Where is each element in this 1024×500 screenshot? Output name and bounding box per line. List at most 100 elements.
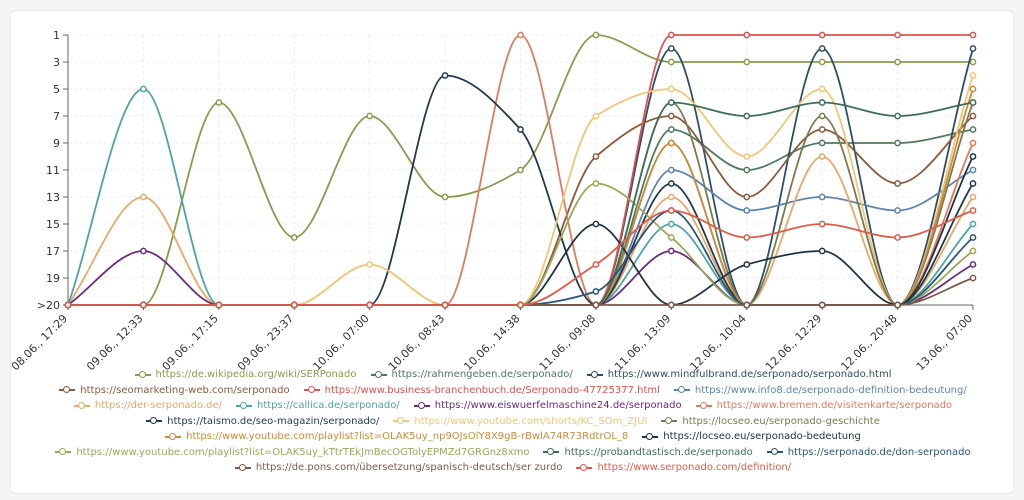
data-point[interactable] bbox=[969, 85, 977, 93]
data-point[interactable] bbox=[667, 207, 675, 214]
data-point[interactable] bbox=[969, 180, 977, 187]
data-point[interactable] bbox=[894, 139, 901, 147]
legend-item[interactable]: https://locseo.eu/serponado-geschichte bbox=[661, 414, 880, 430]
data-point[interactable] bbox=[818, 220, 826, 228]
data-point[interactable] bbox=[969, 166, 977, 174]
data-point[interactable] bbox=[290, 301, 298, 309]
data-point[interactable] bbox=[818, 99, 826, 106]
legend-item[interactable]: https://www.serponado.com/definition/ bbox=[576, 460, 791, 476]
legend-item[interactable]: https://www.youtube.com/playlist?list=OL… bbox=[55, 445, 529, 461]
data-point[interactable] bbox=[743, 112, 751, 120]
legend-item[interactable]: https://www.eiswuerfelmaschine24.de/serp… bbox=[413, 398, 682, 414]
data-point[interactable] bbox=[743, 234, 751, 241]
data-point[interactable] bbox=[517, 31, 524, 39]
data-point[interactable] bbox=[894, 180, 901, 187]
data-point[interactable] bbox=[743, 166, 751, 174]
data-point[interactable] bbox=[894, 301, 901, 309]
data-point[interactable] bbox=[667, 247, 675, 255]
data-point[interactable] bbox=[366, 301, 374, 309]
legend-item[interactable]: https://der-serponado.de/ bbox=[73, 398, 222, 414]
legend-item[interactable]: https://seomarketing-web.com/serponado bbox=[59, 383, 290, 399]
data-point[interactable] bbox=[818, 193, 826, 201]
data-point[interactable] bbox=[441, 193, 449, 201]
data-point[interactable] bbox=[743, 153, 751, 160]
data-point[interactable] bbox=[592, 261, 600, 268]
data-point[interactable] bbox=[290, 234, 298, 241]
legend-item[interactable]: https://www.info8.de/serponado-definitio… bbox=[673, 383, 967, 399]
legend-item[interactable]: https://taismo.de/seo-magazin/serponado/ bbox=[146, 414, 379, 430]
data-point[interactable] bbox=[592, 220, 600, 228]
data-point[interactable] bbox=[667, 112, 675, 120]
data-point[interactable] bbox=[969, 261, 977, 268]
data-point[interactable] bbox=[517, 166, 524, 174]
data-point[interactable] bbox=[969, 99, 977, 106]
legend-item[interactable]: https://www.business-branchenbuch.de/Ser… bbox=[303, 383, 660, 399]
data-point[interactable] bbox=[667, 234, 675, 241]
data-point[interactable] bbox=[743, 58, 751, 66]
data-point[interactable] bbox=[818, 126, 826, 133]
data-point[interactable] bbox=[667, 220, 675, 228]
data-point[interactable] bbox=[894, 234, 901, 241]
data-point[interactable] bbox=[743, 261, 751, 268]
data-point[interactable] bbox=[667, 301, 675, 309]
data-point[interactable] bbox=[743, 31, 751, 39]
data-point[interactable] bbox=[818, 31, 826, 39]
data-point[interactable] bbox=[592, 288, 600, 295]
data-point[interactable] bbox=[969, 153, 977, 160]
data-point[interactable] bbox=[818, 85, 826, 93]
data-point[interactable] bbox=[969, 72, 977, 79]
data-point[interactable] bbox=[818, 45, 826, 52]
data-point[interactable] bbox=[517, 301, 524, 309]
legend-item[interactable]: https://www.youtube.com/playlist?list=OL… bbox=[165, 429, 628, 445]
data-point[interactable] bbox=[969, 234, 977, 241]
data-point[interactable] bbox=[818, 139, 826, 147]
data-point[interactable] bbox=[667, 180, 675, 187]
data-point[interactable] bbox=[667, 85, 675, 93]
legend-item[interactable]: https://www.mindfulbrand.de/serponado/se… bbox=[586, 367, 891, 383]
legend-item[interactable]: https://de.pons.com/übersetzung/spanisch… bbox=[234, 460, 562, 476]
data-point[interactable] bbox=[969, 45, 977, 52]
data-point[interactable] bbox=[667, 139, 675, 147]
data-point[interactable] bbox=[215, 301, 223, 309]
data-point[interactable] bbox=[592, 112, 600, 120]
data-point[interactable] bbox=[818, 112, 826, 120]
data-point[interactable] bbox=[818, 247, 826, 255]
data-point[interactable] bbox=[592, 153, 600, 160]
data-point[interactable] bbox=[969, 112, 977, 120]
data-point[interactable] bbox=[969, 31, 977, 39]
data-point[interactable] bbox=[592, 301, 600, 309]
data-point[interactable] bbox=[667, 45, 675, 52]
data-point[interactable] bbox=[667, 126, 675, 133]
data-point[interactable] bbox=[592, 31, 600, 39]
data-point[interactable] bbox=[743, 193, 751, 201]
data-point[interactable] bbox=[592, 180, 600, 187]
data-point[interactable] bbox=[441, 301, 449, 309]
data-point[interactable] bbox=[366, 261, 374, 268]
data-point[interactable] bbox=[969, 274, 977, 282]
data-point[interactable] bbox=[140, 247, 147, 255]
data-point[interactable] bbox=[818, 153, 826, 160]
data-point[interactable] bbox=[818, 58, 826, 66]
legend-item[interactable]: https://www.bremen.de/visitenkarte/serpo… bbox=[695, 398, 952, 414]
data-point[interactable] bbox=[215, 99, 223, 106]
data-point[interactable] bbox=[667, 58, 675, 66]
data-point[interactable] bbox=[969, 247, 977, 255]
data-point[interactable] bbox=[441, 72, 449, 79]
data-point[interactable] bbox=[667, 99, 675, 106]
data-point[interactable] bbox=[517, 126, 524, 133]
legend-item[interactable]: https://callica.de/serponado/ bbox=[236, 398, 400, 414]
data-point[interactable] bbox=[743, 207, 751, 214]
data-point[interactable] bbox=[140, 193, 147, 201]
data-point[interactable] bbox=[743, 301, 751, 309]
legend-item[interactable]: https://rahmengeben.de/serponado/ bbox=[370, 367, 573, 383]
legend-item[interactable]: https://de.wikipedia.org/wiki/SERPonado bbox=[134, 367, 357, 383]
data-point[interactable] bbox=[64, 301, 72, 309]
legend-item[interactable]: https://www.youtube.com/shorts/KC_SOm_ZJ… bbox=[393, 414, 647, 430]
data-point[interactable] bbox=[818, 301, 826, 309]
data-point[interactable] bbox=[969, 207, 977, 214]
data-point[interactable] bbox=[667, 193, 675, 201]
legend-item[interactable]: https://serponado.de/don-serponado bbox=[766, 445, 971, 461]
data-point[interactable] bbox=[894, 112, 901, 120]
data-point[interactable] bbox=[140, 301, 147, 309]
legend-item[interactable]: https://locseo.eu/serponado-bedeutung bbox=[642, 429, 861, 445]
